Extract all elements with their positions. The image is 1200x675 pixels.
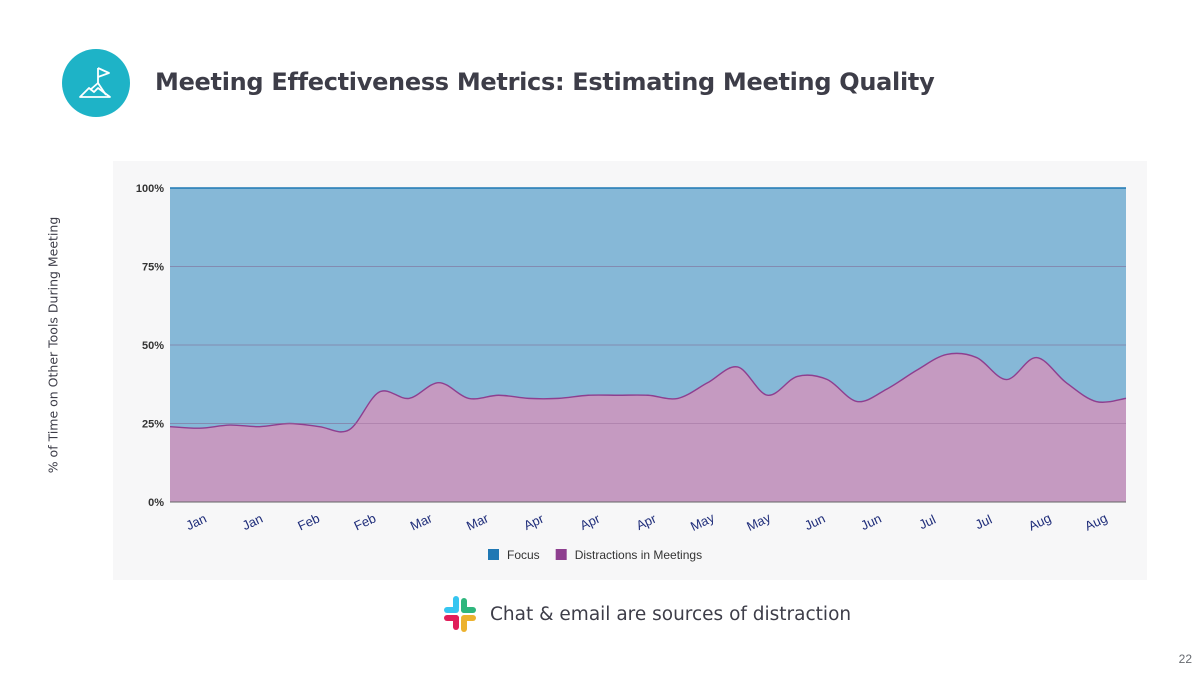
x-tick-label: Mar xyxy=(464,510,491,533)
x-tick-label: May xyxy=(688,510,717,534)
x-tick-label: Feb xyxy=(352,510,379,533)
slack-logo-icon xyxy=(444,596,476,632)
legend-label: Focus xyxy=(507,548,540,562)
y-tick-label: 0% xyxy=(148,497,164,509)
x-tick-label: Jul xyxy=(917,512,939,533)
page-title: Meeting Effectiveness Metrics: Estimatin… xyxy=(155,68,935,96)
y-tick-label: 25% xyxy=(142,419,164,431)
x-tick-label: Apr xyxy=(521,511,546,533)
y-tick-label: 75% xyxy=(142,262,164,274)
x-tick-label: Jan xyxy=(240,511,265,533)
x-tick-label: May xyxy=(744,510,773,534)
y-tick-label: 50% xyxy=(142,340,164,352)
y-axis-label: % of Time on Other Tools During Meeting xyxy=(45,216,61,474)
legend-swatch xyxy=(555,549,567,560)
x-tick-label: Apr xyxy=(578,511,603,533)
x-tick-label: Mar xyxy=(408,510,435,533)
legend: Focus Distractions in Meetings xyxy=(488,548,702,562)
area-chart: 0% 25% 50% 75% 100% Jan Jan Feb Feb Mar Mar Apr Apr A… xyxy=(136,183,1127,562)
y-tick-label: 100% xyxy=(136,183,164,195)
caption: Chat & email are sources of distraction xyxy=(440,594,851,634)
logo-badge xyxy=(62,49,130,117)
flag-on-mountain-icon xyxy=(79,67,111,98)
x-tick-label: Apr xyxy=(634,511,659,533)
x-tick-label: Jun xyxy=(858,511,883,533)
series-area-distractions xyxy=(170,353,1126,502)
caption-text: Chat & email are sources of distraction xyxy=(490,603,852,625)
x-tick-label: Jan xyxy=(184,511,209,533)
legend-label: Distractions in Meetings xyxy=(575,548,702,562)
legend-swatch xyxy=(488,549,499,560)
chart-panel: 0% 25% 50% 75% 100% Jan Jan Feb Feb Mar Mar Apr Apr A… xyxy=(113,161,1147,580)
series-line-distractions xyxy=(169,352,1127,433)
x-tick-label: Feb xyxy=(295,510,322,533)
x-tick-label: Jul xyxy=(973,512,995,533)
x-tick-label: Aug xyxy=(1082,510,1109,533)
x-tick-label: Jun xyxy=(802,511,827,533)
page-number: 22 xyxy=(1178,652,1192,666)
x-tick-label: Aug xyxy=(1026,510,1053,533)
